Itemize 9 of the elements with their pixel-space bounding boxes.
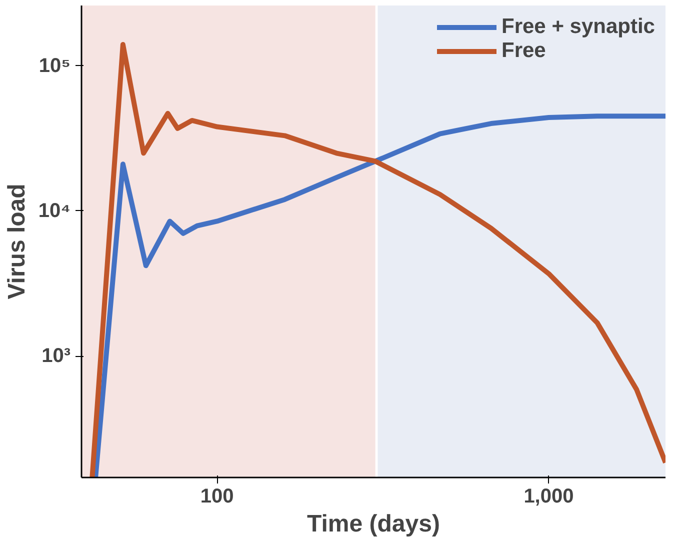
y-axis-title: Virus load — [3, 184, 30, 300]
y-tick-label: 10³ — [42, 345, 71, 368]
x-axis-title: Time (days) — [307, 510, 440, 538]
x-tick-label: 100 — [200, 486, 234, 508]
y-tick-label: 10⁵ — [38, 54, 70, 77]
y-tick-label: 10⁴ — [38, 200, 70, 222]
legend-label: Free — [502, 39, 546, 63]
legend-label: Free + synaptic — [502, 15, 655, 39]
x-tick-label: 1,000 — [524, 486, 574, 508]
